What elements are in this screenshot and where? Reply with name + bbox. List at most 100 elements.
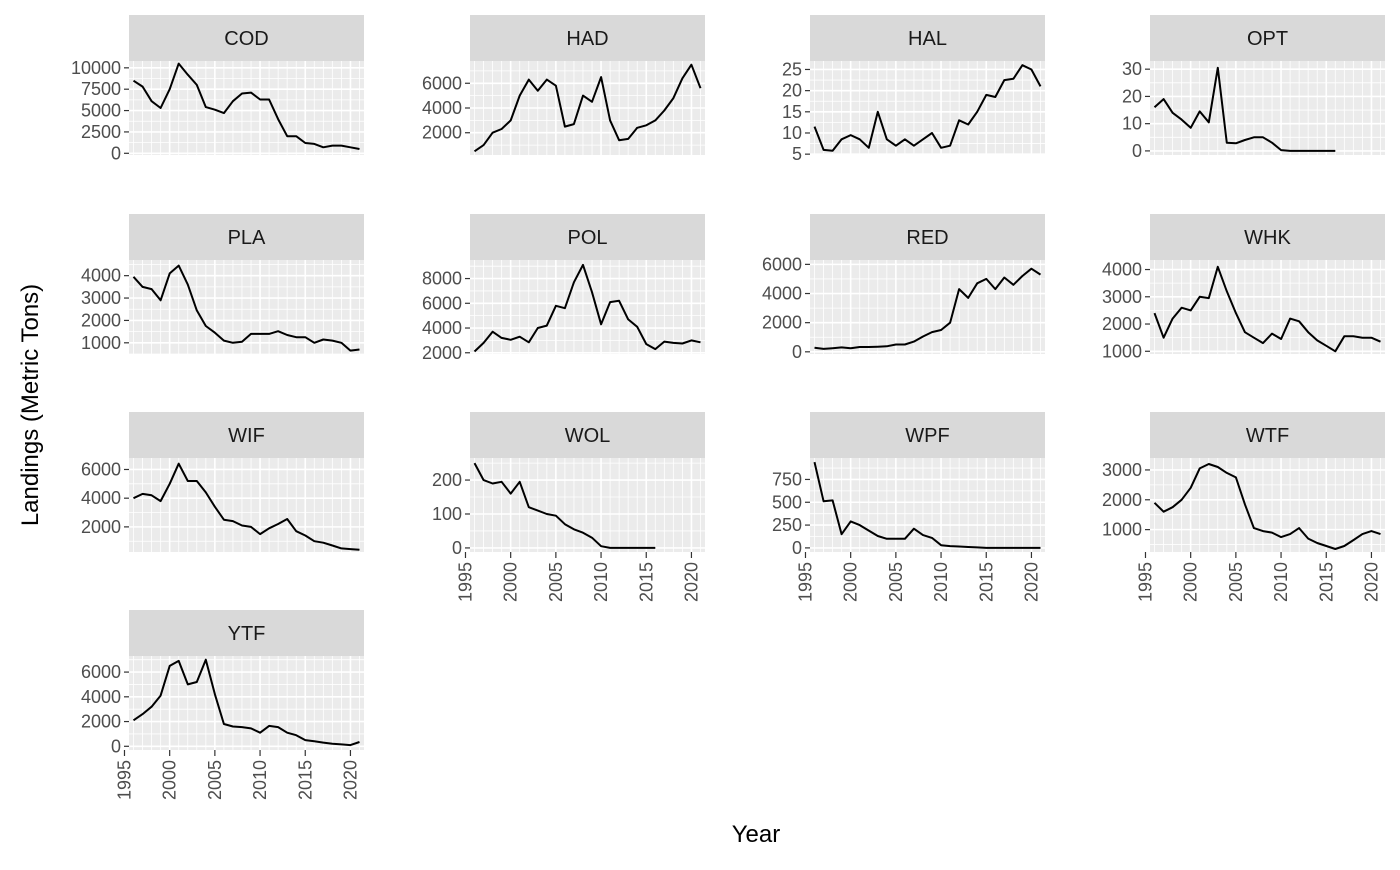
x-tick-label-ytf: 2020 (340, 760, 360, 800)
y-tick-label-hal: 5 (792, 144, 802, 164)
panel-ytf: YTF 0 2000 4000 6000 1995 2000 2005 2010 2015 2020 (81, 610, 364, 800)
strip-had (470, 15, 705, 61)
strip-pla (129, 214, 364, 260)
strip-hal (810, 15, 1045, 61)
x-tick-label-ytf: 2000 (160, 760, 180, 800)
plot-area-whk (1150, 260, 1385, 354)
series-line-red (814, 267, 1042, 350)
y-tick-label-wol: 0 (452, 538, 462, 558)
series-line-wif (133, 462, 360, 551)
strip-whk (1150, 214, 1385, 260)
y-tick-label-wtf: 3000 (1102, 460, 1142, 480)
y-tick-label-had: 6000 (422, 73, 462, 93)
strip-opt (1150, 15, 1385, 61)
y-tick-label-hal: 25 (782, 59, 802, 79)
x-tick-label-wtf: 2000 (1181, 562, 1201, 602)
plot-area-ytf (129, 656, 364, 750)
plot-area-pol (470, 260, 705, 354)
y-tick-label-red: 0 (792, 342, 802, 362)
panel-wol: WOL 0 100 200 1995 2000 2005 2010 2015 2020 (432, 412, 705, 602)
x-tick-label-wol: 1995 (455, 562, 475, 602)
grid-red (810, 260, 1045, 354)
y-tick-label-red: 2000 (762, 313, 802, 333)
strip-label-opt: OPT (1247, 28, 1288, 50)
grid-wol (470, 458, 705, 552)
y-tick-label-hal: 10 (782, 123, 802, 143)
plot-area-wpf (810, 458, 1045, 552)
x-tick-label-wpf: 2005 (886, 562, 906, 602)
x-tick-label-wtf: 2005 (1226, 562, 1246, 602)
x-tick-label-wtf: 2010 (1271, 562, 1291, 602)
y-tick-label-cod: 5000 (81, 101, 121, 121)
grid-had (470, 61, 705, 155)
panel-wtf: WTF 1000 2000 3000 1995 2000 2005 2010 2015 2020 (1102, 412, 1385, 602)
x-tick-label-wol: 2010 (591, 562, 611, 602)
y-tick-label-pol: 8000 (422, 269, 462, 289)
y-tick-label-pla: 1000 (81, 333, 121, 353)
strip-label-ytf: YTF (228, 623, 266, 645)
y-tick-label-hal: 15 (782, 102, 802, 122)
y-tick-label-wif: 4000 (81, 488, 121, 508)
y-tick-label-whk: 4000 (1102, 260, 1142, 280)
y-tick-label-wpf: 500 (772, 492, 802, 512)
plot-area-red (810, 260, 1045, 354)
y-tick-label-wol: 200 (432, 470, 462, 490)
strip-ytf (129, 610, 364, 656)
grid-cod (129, 61, 364, 155)
y-tick-label-ytf: 2000 (81, 712, 121, 732)
strip-label-wol: WOL (565, 425, 611, 447)
y-tick-label-cod: 7500 (81, 79, 121, 99)
strip-cod (129, 15, 364, 61)
strip-label-wpf: WPF (905, 425, 949, 447)
y-tick-label-opt: 0 (1132, 141, 1142, 161)
strip-wol (470, 412, 705, 458)
series-line-wpf (813, 461, 1041, 549)
strip-label-had: HAD (566, 28, 608, 50)
y-tick-label-wtf: 1000 (1102, 520, 1142, 540)
series-line-hal (813, 64, 1042, 152)
x-tick-label-wpf: 2020 (1021, 562, 1041, 602)
strip-wif (129, 412, 364, 458)
grid-wif (129, 458, 364, 552)
y-axis-title: Landings (Metric Tons) (17, 284, 44, 526)
y-tick-label-whk: 3000 (1102, 287, 1142, 307)
strip-label-red: RED (906, 227, 948, 249)
y-tick-label-hal: 20 (782, 81, 802, 101)
x-tick-label-wol: 2005 (546, 562, 566, 602)
strip-pol (470, 214, 705, 260)
plot-area-wol (470, 458, 705, 552)
y-tick-label-pla: 2000 (81, 310, 121, 330)
y-tick-label-pol: 2000 (422, 343, 462, 363)
strip-label-whk: WHK (1244, 227, 1291, 249)
plot-area-wtf (1150, 458, 1385, 552)
y-tick-label-wpf: 750 (772, 469, 802, 489)
y-tick-label-had: 4000 (422, 98, 462, 118)
strip-wtf (1150, 412, 1385, 458)
y-tick-label-opt: 10 (1122, 114, 1142, 134)
series-line-whk (1153, 265, 1381, 353)
strip-label-wif: WIF (228, 425, 265, 447)
series-line-cod (132, 62, 360, 150)
x-tick-label-ytf: 2010 (250, 760, 270, 800)
y-tick-label-pla: 4000 (81, 266, 121, 286)
panel-wpf: WPF 0 250 500 750 1995 2000 2005 2010 2015 2020 (772, 412, 1045, 602)
series-line-pla (132, 264, 360, 352)
x-tick-label-wol: 2020 (681, 562, 701, 602)
y-tick-label-red: 4000 (762, 284, 802, 304)
y-tick-label-cod: 2500 (81, 122, 121, 142)
plot-area-hal (810, 61, 1045, 155)
x-tick-label-wpf: 2000 (841, 562, 861, 602)
y-tick-label-cod: 0 (111, 143, 121, 163)
y-tick-label-ytf: 0 (111, 736, 121, 756)
y-tick-label-wol: 100 (432, 504, 462, 524)
series-line-wtf (1153, 463, 1381, 550)
panel-red: RED 0 2000 4000 6000 (762, 214, 1045, 362)
strip-label-hal: HAL (908, 28, 947, 50)
series-line-pol (473, 263, 701, 353)
grid-hal (810, 61, 1045, 155)
y-tick-label-opt: 20 (1122, 86, 1142, 106)
